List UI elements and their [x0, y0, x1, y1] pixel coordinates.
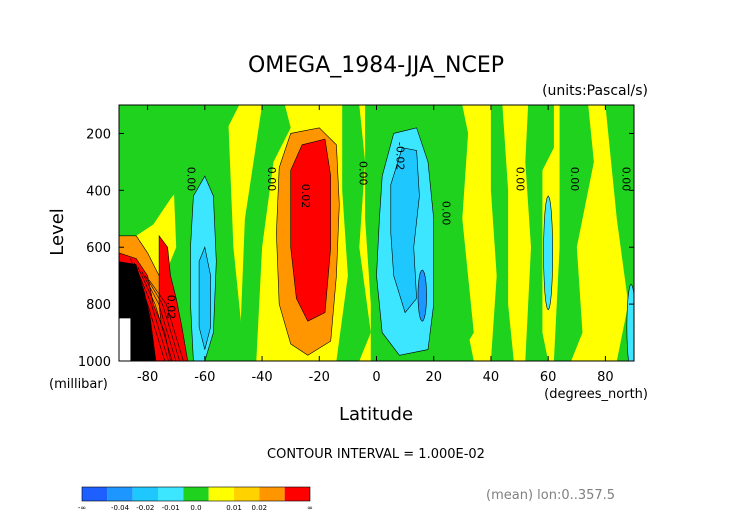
colorbar-label: ∞	[307, 504, 313, 512]
contour-label: 0.02	[165, 295, 178, 320]
missing-data-patch	[119, 318, 131, 361]
cell-blue-equator	[390, 147, 420, 314]
x-tick-label: 0	[372, 370, 380, 385]
contour-label: 0.00	[185, 167, 198, 192]
x-tick-label: -80	[137, 370, 158, 385]
x-tick-label: -60	[194, 370, 215, 385]
contour-interval-text: CONTOUR INTERVAL = 1.000E-02	[267, 447, 485, 462]
colorbar-frame	[81, 486, 311, 502]
colorbar-label: -0.04	[111, 504, 130, 512]
plot-area: 0.00 0.00 0.02 0.00 -0.02 0.00 0.00 0.00 0.00 0.0…	[78, 104, 635, 385]
colorbar-swatch	[132, 487, 158, 501]
band-green-3	[336, 105, 371, 361]
colorbar-swatch	[234, 487, 260, 501]
colorbar-label: 0.0	[190, 504, 201, 512]
x-tick-label: 80	[597, 370, 614, 385]
colorbar-swatch	[82, 487, 108, 501]
contour-fill-layer	[119, 105, 634, 361]
contour-label: 0.00	[439, 201, 452, 226]
contour-label: -0.02	[394, 142, 407, 170]
contour-labels: 0.00 0.00 0.02 0.00 -0.02 0.00 0.00 0.00 0.00 0.0…	[165, 142, 633, 319]
contour-label: 0.00	[265, 167, 278, 192]
colorbar-swatch	[208, 487, 234, 501]
mean-text: (mean) lon:0..357.5	[486, 488, 615, 503]
x-tick-label: -20	[309, 370, 330, 385]
band-green-2	[239, 105, 291, 361]
y-tick-label: 1000	[78, 355, 111, 370]
y-tick-label: 800	[86, 298, 111, 313]
cell-blue-south	[198, 246, 211, 350]
chart-title: OMEGA_1984-JJA_NCEP	[248, 53, 504, 78]
contour-label: 0.02	[299, 184, 312, 209]
x-tick-label: 60	[540, 370, 557, 385]
y-units-label: (millibar)	[49, 377, 108, 392]
x-axis-label: Latitude	[339, 404, 413, 425]
x-axis: -80 -60 -40 -20 0 20 40 60 80	[137, 105, 614, 385]
contour-line	[137, 267, 173, 361]
band-green-4	[490, 105, 514, 361]
cell-cyan-60n	[543, 195, 554, 311]
y-axis-label: Level	[47, 208, 68, 256]
colorbar-label: -0.02	[136, 504, 154, 512]
colorbar-swatch	[158, 487, 184, 501]
y-tick-label: 600	[86, 241, 111, 256]
colorbar: -∞ -0.04 -0.02 -0.01 0.0 0.01 0.02 ∞	[78, 486, 313, 512]
colorbar-label: -∞	[78, 504, 86, 512]
colorbar-label: -0.01	[162, 504, 180, 512]
contour-label: 0.00	[620, 167, 633, 192]
colorbar-label: 0.01	[226, 504, 242, 512]
contour-label: 0.00	[514, 167, 527, 192]
x-tick-label: 40	[483, 370, 500, 385]
x-tick-label: 20	[425, 370, 442, 385]
colorbar-label: 0.02	[252, 504, 268, 512]
band-green-eq2	[439, 105, 474, 361]
y-tick-label: 400	[86, 184, 111, 199]
contour-line	[133, 262, 169, 361]
colorbar-swatch	[284, 487, 310, 501]
contour-line	[148, 279, 184, 361]
band-green-6	[553, 105, 594, 361]
contour-line	[141, 271, 177, 361]
cell-red	[290, 138, 331, 322]
x-tick-label: -40	[251, 370, 272, 385]
colorbar-swatch	[107, 487, 133, 501]
cell-cyan-89n	[626, 283, 634, 361]
y-tick-label: 200	[86, 127, 111, 142]
band-green-5	[525, 105, 554, 361]
colorbar-swatch	[259, 487, 285, 501]
contour-line	[145, 275, 180, 361]
cell-blue-equator-core	[417, 269, 427, 322]
contour-line	[130, 258, 166, 361]
units-label: (units:Pascal/s)	[542, 83, 648, 99]
y-axis: 200 400 600 800 1000	[78, 127, 634, 370]
band-green-north	[605, 105, 634, 361]
colorbar-swatch	[183, 487, 209, 501]
x-units-label: (degrees_north)	[544, 387, 648, 402]
contour-label: 0.00	[356, 161, 369, 186]
contour-label: 0.00	[568, 167, 581, 192]
